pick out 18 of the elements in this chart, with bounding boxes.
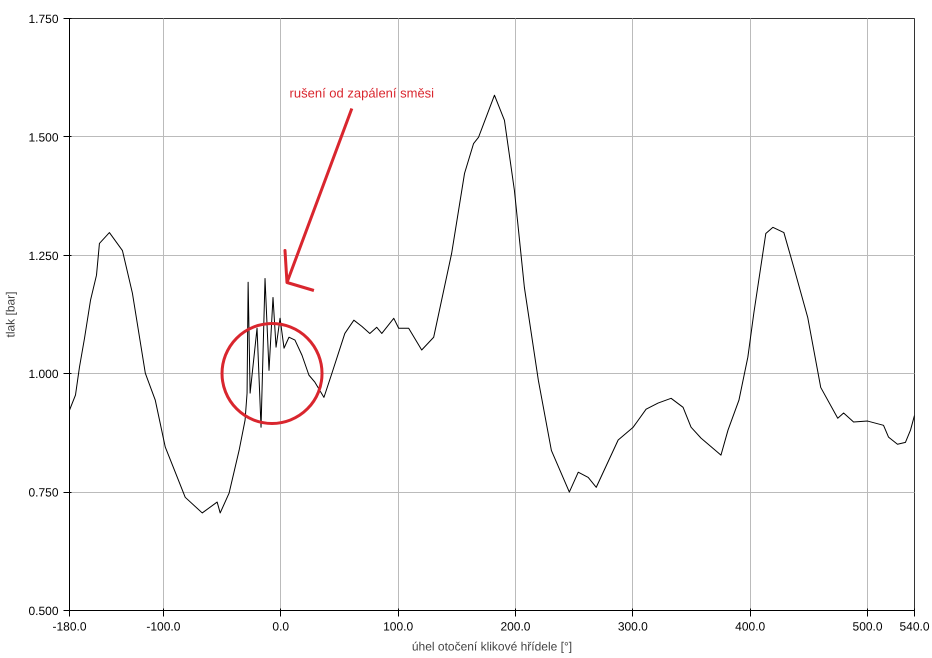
x-tick-label: 400.0 bbox=[735, 620, 766, 634]
x-tick-label: -100.0 bbox=[146, 620, 181, 634]
y-tick-label: 1.750 bbox=[28, 12, 59, 26]
x-tick-label: 200.0 bbox=[500, 620, 531, 634]
y-tick-label: 0.500 bbox=[28, 604, 59, 618]
x-tick-label: 500.0 bbox=[852, 620, 883, 634]
y-tick-label: 1.500 bbox=[28, 130, 59, 144]
x-tick-label: 100.0 bbox=[383, 620, 414, 634]
x-tick-label: -180.0 bbox=[52, 620, 87, 634]
y-tick-label: 1.000 bbox=[28, 367, 59, 382]
y-tick-label: 1.250 bbox=[28, 248, 59, 263]
x-tick-label: 300.0 bbox=[618, 620, 648, 634]
annotation: rušení od zapálení směsi bbox=[290, 86, 434, 100]
x-axis-title: úhel otočení klikové hřídele [°] bbox=[412, 640, 572, 654]
x-tick-label: 540.0 bbox=[899, 620, 930, 634]
y-tick-label: 0.750 bbox=[28, 486, 59, 500]
x-tick-label: 0.0 bbox=[272, 620, 290, 634]
y-axis-title: tlak [bar] bbox=[3, 291, 18, 338]
